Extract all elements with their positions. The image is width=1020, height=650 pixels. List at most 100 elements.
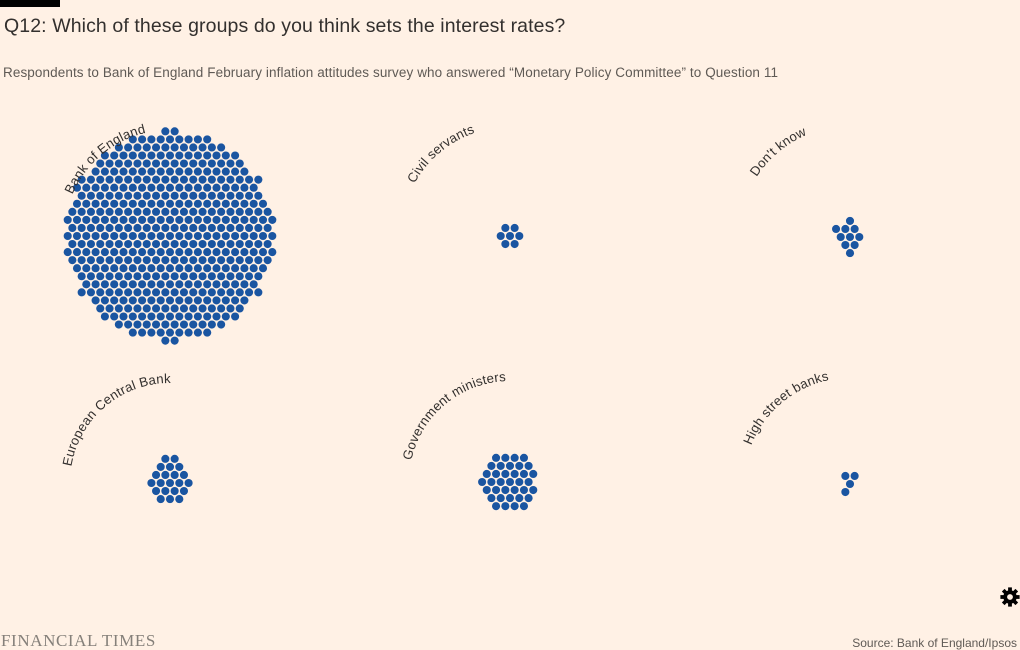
dot [133, 320, 142, 329]
dot [845, 232, 855, 242]
dot [170, 143, 179, 152]
dot [133, 272, 142, 281]
dot [226, 175, 235, 184]
dot [170, 288, 179, 297]
dot [142, 272, 151, 281]
dot [152, 159, 161, 168]
dot [263, 207, 272, 216]
dot [245, 240, 254, 249]
dot [86, 288, 95, 297]
dot [133, 223, 142, 232]
dot [110, 248, 119, 257]
dot [235, 272, 244, 281]
dot [505, 494, 515, 503]
dot [138, 215, 147, 224]
dot [138, 264, 147, 273]
dot [487, 494, 496, 503]
dot [221, 183, 230, 192]
dot [165, 328, 175, 337]
dot [207, 288, 216, 297]
dot [100, 280, 109, 289]
dot [193, 183, 202, 192]
source-note: Source: Bank of England/Ipsos [852, 636, 1017, 650]
dot [133, 240, 142, 249]
dot [128, 312, 137, 321]
dot [133, 207, 142, 216]
dot [179, 207, 188, 216]
dot [100, 248, 109, 257]
dot [161, 304, 170, 313]
dot [258, 248, 268, 257]
dot [138, 280, 147, 289]
dot [142, 159, 151, 168]
dot [161, 288, 170, 297]
dot [175, 183, 184, 192]
dot [68, 240, 77, 249]
dot [96, 207, 105, 216]
dot [193, 135, 202, 144]
dot [184, 280, 193, 289]
dot [501, 453, 510, 462]
dot [114, 304, 123, 313]
dot [217, 240, 226, 249]
dot [193, 215, 202, 224]
dot [96, 304, 105, 313]
settings-gear-button[interactable] [999, 586, 1020, 608]
dot [198, 223, 207, 232]
dot [100, 151, 109, 160]
dot [175, 248, 184, 257]
dot [152, 256, 161, 265]
dot [170, 191, 179, 200]
dot [77, 272, 86, 281]
dot [68, 256, 77, 265]
dot [165, 151, 175, 160]
dot [82, 199, 91, 208]
dot [179, 175, 188, 184]
dot [841, 471, 850, 481]
dot [114, 207, 123, 216]
dot [156, 264, 165, 273]
dot [114, 143, 123, 152]
dot [189, 240, 198, 249]
dot [77, 207, 86, 216]
dot [189, 191, 198, 200]
dot [175, 264, 184, 273]
dot [198, 272, 207, 281]
dot [124, 256, 133, 265]
dot [110, 312, 119, 321]
dot [128, 264, 137, 273]
dot [170, 223, 179, 232]
dot [254, 272, 263, 281]
dot [524, 477, 533, 487]
dot [221, 280, 230, 289]
dot [496, 494, 505, 503]
dot [96, 223, 105, 232]
dot [170, 240, 179, 249]
dot [198, 143, 207, 152]
dot [478, 477, 487, 487]
dot [170, 159, 179, 168]
dot [175, 280, 184, 289]
cluster-don-t-know [832, 216, 864, 258]
dot [114, 191, 123, 200]
dot [203, 296, 212, 305]
dot [841, 241, 850, 250]
dot [231, 167, 240, 176]
dot [119, 312, 128, 321]
dot [492, 502, 501, 511]
dot [170, 175, 179, 184]
dot [165, 264, 175, 273]
dot [147, 248, 156, 257]
dot [212, 199, 221, 208]
dot [165, 199, 175, 208]
dot [105, 223, 114, 232]
dot [254, 223, 263, 232]
dot [258, 264, 268, 273]
dot [519, 486, 528, 495]
dot [198, 191, 207, 200]
dot [845, 216, 855, 225]
dot [482, 486, 491, 495]
dot [119, 151, 128, 160]
dot [207, 143, 216, 152]
